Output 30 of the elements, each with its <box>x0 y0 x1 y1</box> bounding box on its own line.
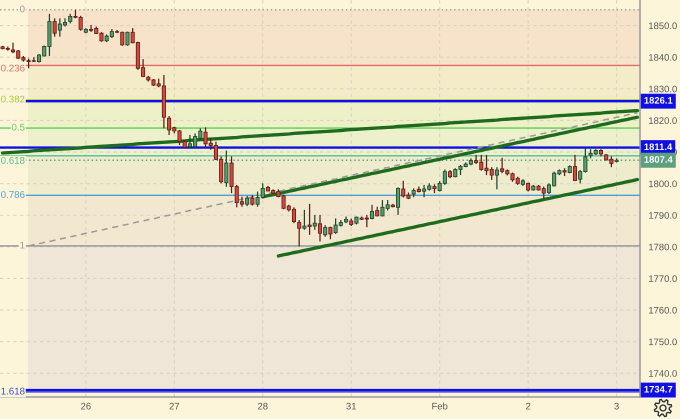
x-tick-label: 28 <box>258 402 268 410</box>
y-tick-label: 1820.0 <box>649 117 677 124</box>
x-tick-label: 31 <box>346 402 356 410</box>
annotation: 0 <box>20 6 25 12</box>
annotation: 0.5 <box>12 124 25 131</box>
y-tick-label: 1760.0 <box>649 306 677 314</box>
annotation: 0.236 <box>1 64 25 72</box>
y-tick-label: 1830.0 <box>649 86 677 92</box>
y-tick-label: 1850.0 <box>649 22 677 30</box>
x-tick-label: 2 <box>526 402 530 410</box>
annotation: 1 <box>20 242 25 248</box>
y-tick-label: 1840.0 <box>649 54 677 61</box>
x-tick-label: 26 <box>81 402 91 410</box>
ref-line-label: 1826.1 <box>644 96 672 104</box>
x-tick-label: 27 <box>170 402 180 410</box>
annotation: 0.382 <box>1 96 25 102</box>
y-tick-label: 1750.0 <box>649 338 677 346</box>
annotation: 0.786 <box>1 191 25 198</box>
x-tick-label: Feb <box>432 402 448 410</box>
y-tick-label: 1780.0 <box>649 244 677 250</box>
y-tick-label: 1790.0 <box>649 212 677 219</box>
ref-line-label: 1734.7 <box>644 386 672 393</box>
ref-line-label: 1811.4 <box>644 143 672 150</box>
annotation: 0.618 <box>1 156 25 164</box>
y-tick-label: 1770.0 <box>649 275 677 282</box>
ref-line-label: 1807.4 <box>644 156 673 163</box>
y-tick-label: 1800.0 <box>649 180 677 188</box>
x-tick-label: 3 <box>614 402 619 410</box>
annotation: 1.618 <box>1 388 25 395</box>
y-tick-label: 1740.0 <box>649 370 677 377</box>
